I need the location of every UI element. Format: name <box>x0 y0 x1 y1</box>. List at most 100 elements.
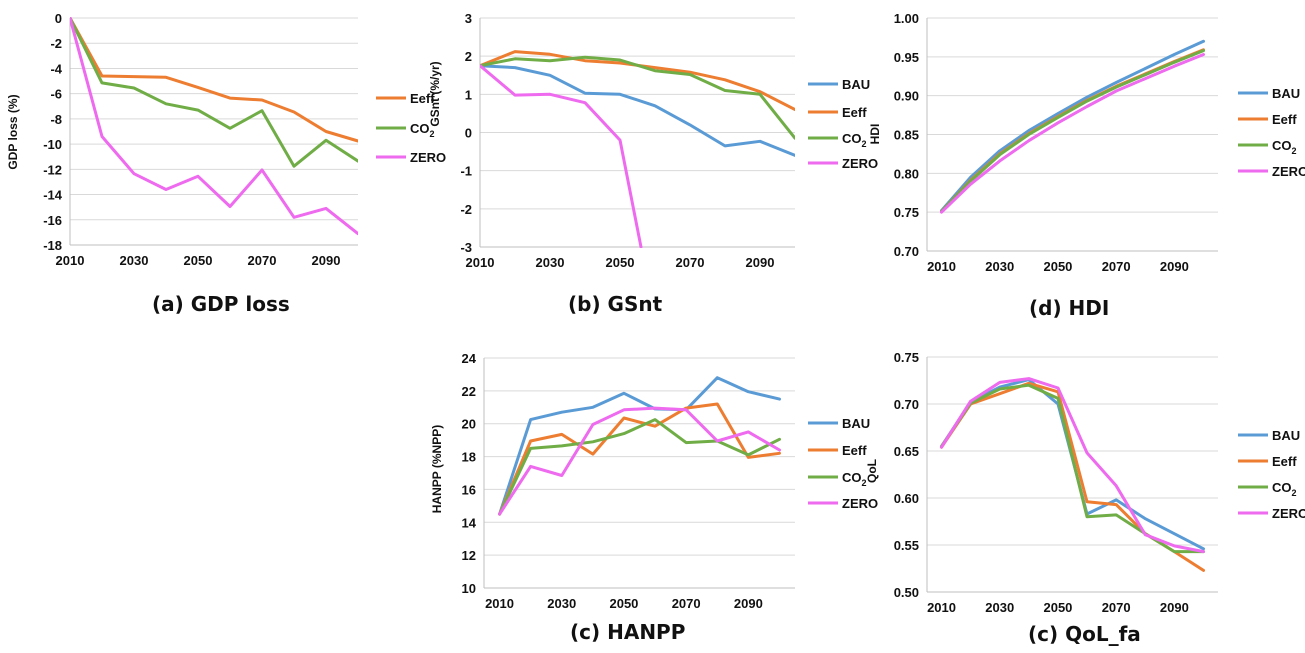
series-line-eeff <box>70 17 358 143</box>
x-tick-label: 2090 <box>1160 259 1189 274</box>
y-tick-label: 0.60 <box>894 491 919 506</box>
y-tick-label: -12 <box>43 162 62 177</box>
legend-label: CO2 <box>1272 138 1297 156</box>
y-tick-label: 0.85 <box>894 128 919 143</box>
y-tick-label: 0.50 <box>894 585 919 600</box>
legend-label: ZERO <box>1272 164 1305 179</box>
legend-label: BAU <box>1272 428 1300 443</box>
x-tick-label: 2070 <box>1102 600 1131 615</box>
x-tick-label: 2050 <box>184 253 213 268</box>
series-line-co <box>940 383 1205 554</box>
series-line-zero <box>940 53 1205 214</box>
caption-gsnt: (b) GSnt <box>568 292 663 316</box>
x-tick-label: 2070 <box>676 255 705 270</box>
y-tick-label: -3 <box>460 240 472 255</box>
legend-label: ZERO <box>410 150 446 165</box>
legend-label: Eeff <box>1272 454 1297 469</box>
y-tick-label: 12 <box>462 548 476 563</box>
x-tick-label: 2090 <box>734 596 763 611</box>
y-tick-label: 24 <box>462 351 477 366</box>
x-tick-label: 2090 <box>1160 600 1189 615</box>
x-tick-label: 2010 <box>56 253 85 268</box>
series-line-co <box>480 55 795 140</box>
legend-label: BAU <box>842 416 870 431</box>
x-tick-label: 2070 <box>248 253 277 268</box>
x-tick-label: 2010 <box>927 600 956 615</box>
legend-label: ZERO <box>1272 506 1305 521</box>
legend-label: Eeff <box>842 443 867 458</box>
y-tick-label: -4 <box>50 61 62 76</box>
y-axis-label: GSnt (%/yr) <box>428 61 442 126</box>
series-line-bau <box>498 376 781 516</box>
legend-label: CO2 <box>842 470 867 488</box>
caption-hanpp: (c) HANPP <box>570 620 686 644</box>
series-line-co <box>940 49 1205 213</box>
x-tick-label: 2010 <box>466 255 495 270</box>
y-tick-label: -16 <box>43 213 62 228</box>
series-line-co <box>498 418 781 516</box>
y-tick-label: 0.80 <box>894 166 919 181</box>
caption-hdi: (d) HDI <box>1029 296 1110 320</box>
series-line-zero <box>70 17 358 236</box>
y-tick-label: -6 <box>50 87 62 102</box>
y-axis-label: HDI <box>868 124 882 145</box>
x-tick-label: 2030 <box>536 255 565 270</box>
y-tick-label: 0.70 <box>894 397 919 412</box>
legend-label: Eeff <box>1272 112 1297 127</box>
legend-label: CO2 <box>410 121 435 139</box>
x-tick-label: 2010 <box>485 596 514 611</box>
series-line-bau <box>940 39 1205 213</box>
y-tick-label: -2 <box>460 202 472 217</box>
y-tick-label: 1.00 <box>894 11 919 26</box>
y-tick-label: 0 <box>465 126 472 141</box>
y-tick-label: -8 <box>50 112 62 127</box>
legend-label: Eeff <box>410 91 435 106</box>
series-line-co <box>70 17 358 168</box>
y-tick-label: 16 <box>462 482 476 497</box>
y-tick-label: 1 <box>465 87 472 102</box>
y-tick-label: 0 <box>55 11 62 26</box>
x-tick-label: 2050 <box>1043 259 1072 274</box>
y-axis-label: GDP loss (%) <box>6 94 20 169</box>
y-axis-label: HANPP (%NPP) <box>430 425 444 513</box>
y-tick-label: 14 <box>462 515 477 530</box>
series-line-zero <box>480 64 643 248</box>
caption-qol: (c) QoL_fa <box>1028 622 1141 646</box>
y-axis-label: QoL <box>865 459 879 483</box>
y-tick-label: 0.55 <box>894 538 919 553</box>
y-tick-label: -1 <box>460 164 472 179</box>
x-tick-label: 2050 <box>1043 600 1072 615</box>
y-tick-label: 10 <box>462 581 476 596</box>
caption-gdp-loss: (a) GDP loss <box>152 292 290 316</box>
y-tick-label: 0.70 <box>894 244 919 259</box>
legend-label: BAU <box>1272 86 1300 101</box>
y-tick-label: 18 <box>462 450 476 465</box>
y-tick-label: -14 <box>43 188 63 203</box>
x-tick-label: 2090 <box>746 255 775 270</box>
y-tick-label: 0.75 <box>894 350 919 365</box>
x-tick-label: 2090 <box>312 253 341 268</box>
series-line-eeff <box>940 48 1205 213</box>
series-line-zero <box>940 377 1205 554</box>
series-line-zero <box>498 406 781 516</box>
x-tick-label: 2050 <box>609 596 638 611</box>
x-tick-label: 2030 <box>120 253 149 268</box>
legend-label: ZERO <box>842 496 878 511</box>
legend-label: ZERO <box>842 156 878 171</box>
y-tick-label: 22 <box>462 384 476 399</box>
y-tick-label: 3 <box>465 11 472 26</box>
series-line-eeff <box>498 402 781 516</box>
chart-qol: 0.75 0.70 0.65 0.60 0.55 0.50 2010 2030 2050 2070… <box>865 350 1305 615</box>
chart-hdi: 1.00 0.95 0.90 0.85 0.80 0.75 0.70 2010 2030 2050… <box>868 11 1305 274</box>
legend-label: CO2 <box>1272 480 1297 498</box>
x-tick-label: 2030 <box>547 596 576 611</box>
legend-label: Eeff <box>842 105 867 120</box>
y-tick-label: -2 <box>50 36 62 51</box>
y-tick-label: 2 <box>465 49 472 64</box>
x-tick-label: 2030 <box>985 600 1014 615</box>
y-tick-label: 0.65 <box>894 444 919 459</box>
